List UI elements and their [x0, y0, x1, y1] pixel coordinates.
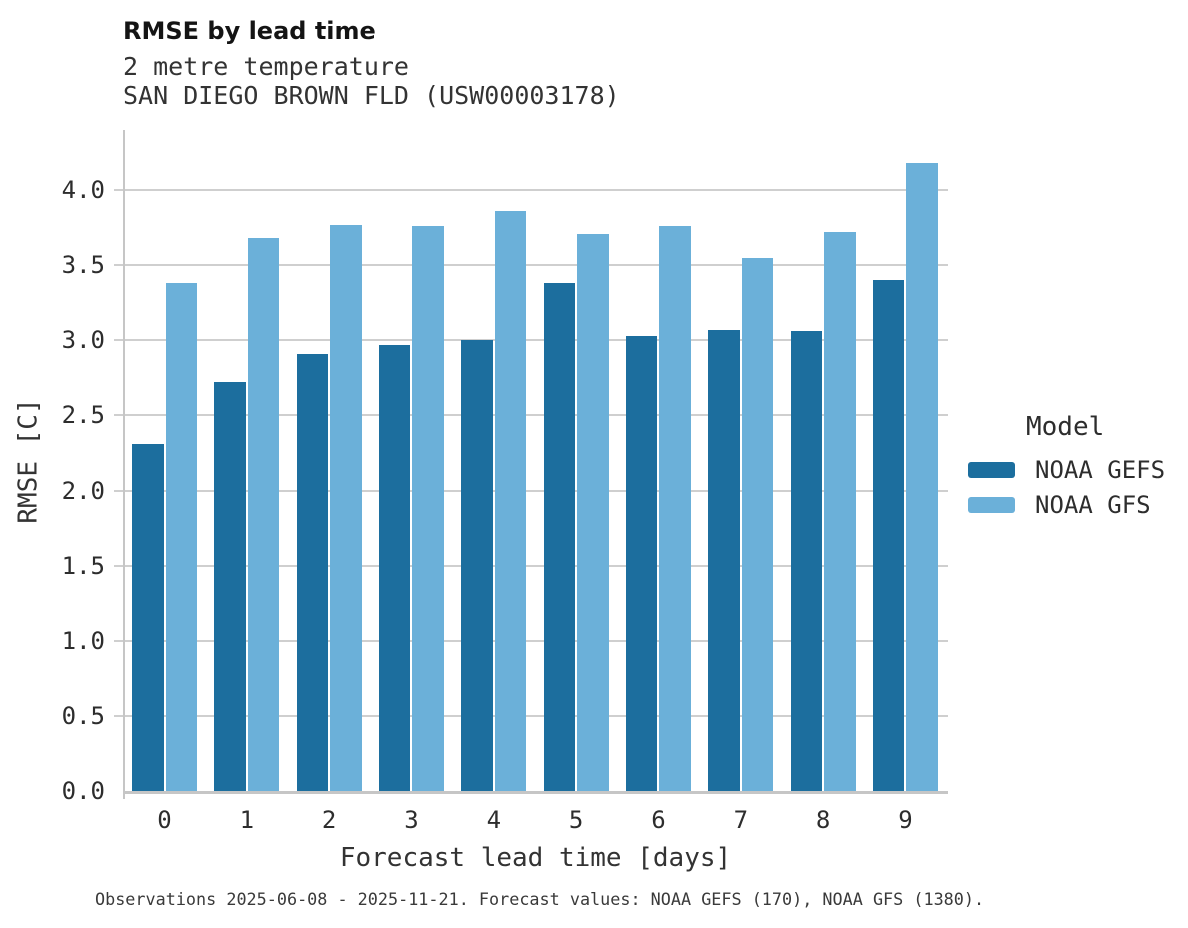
gridline-3.0 [123, 339, 948, 342]
y-tickmark-3.0 [114, 339, 123, 342]
y-tick-label-3.5: 3.5 [61, 251, 105, 280]
bar-group-lead-3 [378, 130, 444, 791]
bar-group-lead-6 [625, 130, 691, 791]
y-tickmark-1.0 [114, 639, 123, 642]
bar-group-lead-8 [790, 130, 856, 791]
bar-group-lead-1 [214, 130, 280, 791]
legend-label-noaa-gfs: NOAA GFS [1035, 490, 1151, 519]
gridline-1.0 [123, 639, 948, 642]
bar-noaa-gfs-lead-1 [247, 238, 280, 791]
bar-noaa-gfs-lead-2 [330, 224, 362, 791]
y-tick-label-3.0: 3.0 [61, 326, 105, 355]
y-tickmark-1.5 [114, 564, 123, 567]
x-tick-label-0: 0 [157, 806, 172, 834]
y-tick-label-2.5: 2.5 [61, 401, 105, 430]
gridline-4.0 [123, 189, 948, 192]
bar-noaa-gfs-lead-5 [577, 233, 609, 791]
y-tick-label-1.0: 1.0 [61, 626, 105, 655]
bar-noaa-gfs-lead-4 [494, 211, 527, 791]
bar-group-lead-5 [543, 130, 609, 791]
legend: Model NOAA GEFS NOAA GFS [960, 412, 1165, 522]
gridline-1.5 [123, 564, 948, 567]
y-tickmark-2.0 [114, 489, 123, 492]
bar-noaa-gefs-lead-5 [543, 283, 576, 791]
y-tickmark-2.5 [114, 414, 123, 417]
legend-entries: NOAA GEFS NOAA GFS [960, 452, 1165, 522]
legend-swatch-noaa-gfs [968, 496, 1015, 513]
gridline-3.5 [123, 264, 948, 267]
y-tick-label-4.0: 4.0 [61, 176, 105, 205]
bar-noaa-gefs-lead-4 [461, 340, 493, 791]
y-axis-tick-labels: 0.0 0.5 1.0 1.5 2.0 2.5 3.0 3.5 4.0 [0, 130, 105, 803]
legend-row-noaa-gefs: NOAA GEFS [960, 452, 1165, 487]
x-tick-label-2: 2 [321, 806, 337, 834]
legend-swatch-noaa-gefs [968, 461, 1015, 478]
bar-noaa-gefs-lead-2 [296, 353, 329, 791]
bar-noaa-gfs-lead-9 [906, 163, 938, 791]
chart-subtitle-variable: 2 metre temperature [123, 52, 409, 81]
y-tick-label-1.5: 1.5 [61, 551, 105, 580]
bar-series-area [123, 130, 948, 791]
y-tickmark-0.5 [114, 714, 123, 717]
bar-group-lead-7 [708, 130, 774, 791]
y-tick-label-0.0: 0.0 [61, 777, 105, 805]
x-tick-label-7: 7 [733, 806, 749, 834]
legend-title: Model [1026, 412, 1105, 442]
x-tick-label-8: 8 [815, 806, 831, 834]
bar-group-lead-9 [872, 130, 938, 791]
chart-header: RMSE by lead time 2 metre temperature SA… [123, 16, 620, 110]
bar-noaa-gfs-lead-6 [659, 226, 691, 791]
y-tick-label-2.0: 2.0 [61, 476, 105, 505]
y-axis-line [123, 130, 125, 799]
plot-area [114, 130, 948, 799]
gridline-0.5 [123, 714, 948, 717]
x-tick-label-4: 4 [486, 806, 502, 834]
bar-noaa-gefs-lead-7 [708, 329, 740, 791]
x-axis-label: Forecast lead time [days] [339, 843, 732, 873]
chart-title: RMSE by lead time [123, 17, 376, 45]
x-tick-label-9: 9 [898, 806, 913, 834]
bar-group-lead-2 [296, 130, 362, 791]
bar-noaa-gfs-lead-0 [165, 283, 197, 791]
legend-row-noaa-gfs: NOAA GFS [960, 487, 1165, 522]
bar-noaa-gfs-lead-8 [824, 232, 856, 791]
x-axis-line [123, 791, 948, 794]
caption-text: Observations 2025-06-08 - 2025-11-21. Fo… [95, 889, 985, 909]
bar-noaa-gfs-lead-7 [741, 257, 774, 791]
x-tick-label-3: 3 [404, 806, 419, 834]
gridline-2.0 [123, 489, 948, 492]
x-tick-label-1: 1 [239, 806, 255, 834]
bar-noaa-gfs-lead-3 [412, 226, 444, 791]
y-tickmark-4.0 [114, 189, 123, 192]
y-tickmark-3.5 [114, 264, 123, 267]
y-tick-label-0.5: 0.5 [61, 701, 105, 730]
gridline-2.5 [123, 414, 948, 417]
bar-noaa-gefs-lead-3 [378, 344, 411, 791]
x-tick-label-6: 6 [651, 806, 666, 834]
bar-noaa-gefs-lead-0 [132, 443, 164, 791]
bar-noaa-gefs-lead-6 [625, 335, 658, 791]
x-axis-tick-labels: 0 1 2 3 4 5 6 7 8 9 [123, 806, 948, 834]
x-tick-label-5: 5 [568, 806, 584, 834]
bar-group-lead-0 [132, 130, 197, 791]
bar-group-lead-4 [461, 130, 527, 791]
chart-subtitle-station: SAN DIEGO BROWN FLD (USW00003178) [123, 81, 620, 110]
bar-noaa-gefs-lead-9 [872, 280, 905, 791]
legend-label-noaa-gefs: NOAA GEFS [1035, 455, 1166, 484]
bar-noaa-gefs-lead-1 [214, 382, 246, 791]
bar-noaa-gefs-lead-8 [790, 331, 823, 791]
